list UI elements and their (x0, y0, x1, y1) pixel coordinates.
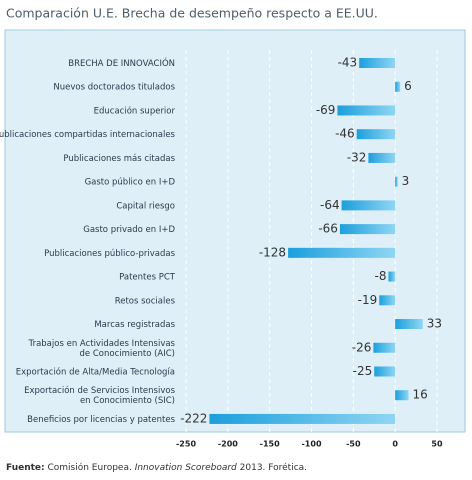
bar (368, 152, 396, 163)
bar (337, 105, 396, 116)
value-label: -32 (347, 150, 367, 164)
value-label: -222 (180, 411, 207, 425)
bar (395, 319, 423, 330)
category-line: Beneficios por licencias y patentes (27, 414, 175, 424)
source-text: Comisión Europea. (44, 463, 135, 473)
category-label: Gasto privado en I+D (83, 225, 175, 235)
x-tick-label: -250 (176, 440, 196, 449)
x-tick-label: 0 (392, 440, 398, 449)
category-line: Gasto privado en I+D (83, 225, 175, 235)
category-line: Gasto público en I+D (85, 177, 176, 187)
category-label: Trabajos en Actividades Intensivas de Con… (28, 338, 176, 358)
category-label: Publicaciones compartidas internacionale… (0, 130, 176, 140)
category-line: Publicaciones compartidas internacionale… (0, 130, 176, 140)
value-label: -26 (352, 340, 372, 354)
source-label: Fuente: (6, 463, 45, 473)
value-label: 3 (402, 174, 410, 188)
category-label: Publicaciones público-privadas (44, 248, 175, 258)
category-label: Publicaciones más citadas (63, 153, 175, 163)
x-tick-label: -100 (301, 440, 321, 449)
category-label: Capital riesgo (116, 201, 175, 211)
category-line: Marcas registradas (94, 320, 175, 330)
category-line: Publicaciones más citadas (63, 153, 175, 163)
category-line: BRECHA DE INNOVACIÓN (68, 57, 175, 69)
source-italic: Innovation Scoreboard (134, 463, 237, 473)
bar (379, 295, 396, 306)
value-label: -64 (320, 198, 340, 212)
chart: Comparación U.E. Brecha de desempeño res… (0, 6, 466, 449)
category-line: Publicaciones público-privadas (44, 248, 175, 258)
value-label: -66 (318, 222, 338, 236)
bar (356, 129, 396, 140)
value-label: -128 (259, 245, 286, 259)
value-label: -43 (338, 56, 358, 70)
value-label: 33 (427, 317, 442, 331)
bar (395, 176, 398, 187)
category-line: Patentes PCT (119, 272, 176, 282)
category-line: Retos sociales (115, 296, 176, 306)
category-label: Exportación de Servicios Intensivos en Co… (24, 385, 175, 406)
value-label: 16 (413, 388, 428, 402)
category-line: Exportación de Alta/Media Tecnología (16, 366, 175, 377)
value-label: -69 (316, 103, 336, 117)
category-line: Educación superior (94, 105, 176, 116)
bar (339, 224, 396, 235)
bar (395, 390, 409, 401)
bar (374, 366, 396, 377)
category-label: Exportación de Alta/Media Tecnología (16, 366, 175, 377)
bar (209, 413, 396, 424)
category-label: Gasto público en I+D (85, 177, 176, 187)
value-label: -46 (335, 127, 355, 141)
bar (341, 200, 396, 211)
x-tick-label: -200 (218, 440, 238, 449)
category-label: BRECHA DE INNOVACIÓN (68, 57, 175, 69)
value-label: -25 (353, 364, 373, 378)
bar (359, 58, 396, 68)
x-tick-label: -50 (346, 440, 361, 449)
category-label: Marcas registradas (94, 320, 175, 330)
category-line: de Conocimiento (AIC) (80, 348, 175, 358)
value-label: 6 (404, 79, 412, 93)
bar (395, 81, 401, 92)
category-label: Beneficios por licencias y patentes (27, 414, 175, 424)
bar (373, 342, 396, 353)
category-line: Trabajos en Actividades Intensivas (28, 338, 176, 348)
value-label: -8 (375, 269, 387, 283)
category-line: en Conocimiento (SIC) (80, 396, 175, 406)
source-rest: 2013. Forética. (236, 463, 308, 473)
x-tick-label: -150 (260, 440, 280, 449)
x-tick-label: 50 (431, 440, 443, 449)
value-label: -19 (358, 293, 378, 307)
chart-title: Comparación U.E. Brecha de desempeño res… (6, 6, 378, 21)
category-label: Retos sociales (115, 296, 176, 306)
category-line: Capital riesgo (116, 201, 175, 211)
bar (288, 247, 396, 258)
bar (388, 271, 396, 282)
category-label: Educación superior (94, 105, 176, 116)
category-line: Exportación de Servicios Intensivos (24, 385, 175, 396)
category-label: Patentes PCT (119, 272, 176, 282)
category-label: Nuevos doctorados titulados (53, 82, 175, 92)
source: Fuente: Comisión Europea. Innovation Sco… (6, 463, 307, 473)
category-line: Nuevos doctorados titulados (53, 82, 175, 92)
